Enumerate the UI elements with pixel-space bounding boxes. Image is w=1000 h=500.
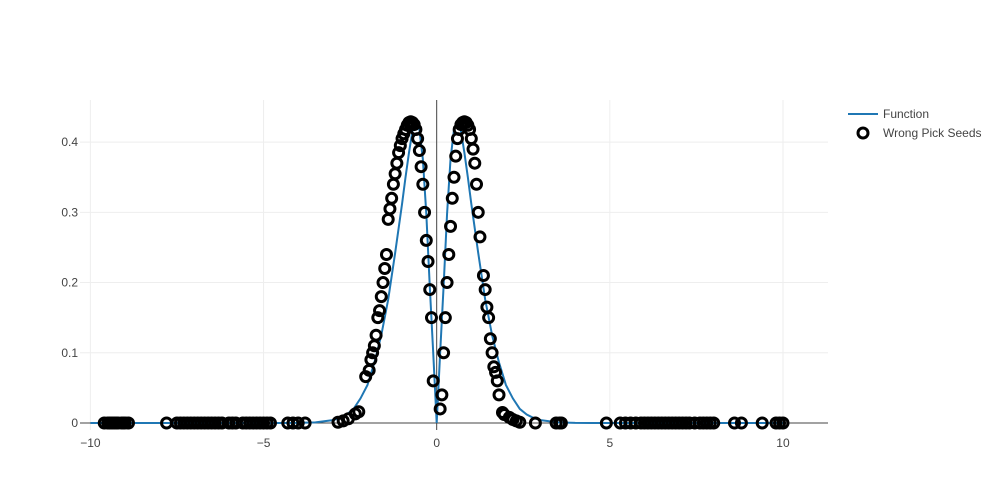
seed-point — [291, 416, 305, 430]
seed-point — [424, 311, 438, 325]
seed-point — [447, 170, 461, 184]
seed-point — [378, 262, 392, 276]
x-tick-label: −5 — [257, 436, 271, 450]
seed-point — [437, 346, 451, 360]
seed-point — [367, 339, 381, 353]
seed-point — [414, 160, 428, 174]
seed-point — [470, 177, 484, 191]
seed-point — [478, 283, 492, 297]
seed-point — [374, 290, 388, 304]
seed-point — [466, 142, 480, 156]
seed-point — [362, 363, 376, 377]
seed-point — [728, 416, 741, 430]
legend[interactable]: Function Wrong Pick Seeds — [848, 107, 982, 140]
seed-point — [755, 416, 769, 430]
seed-point — [433, 402, 447, 416]
seed-point — [473, 230, 487, 244]
seed-point — [445, 191, 459, 205]
seed-point — [379, 247, 393, 261]
seed-point — [468, 156, 482, 170]
seed-point — [421, 254, 435, 268]
seed-point — [383, 202, 397, 216]
y-tick-label: 0.2 — [61, 276, 78, 290]
axis-layer — [80, 100, 828, 430]
seed-point — [412, 144, 426, 158]
tick-layer: −10 −5 0 5 10 0 0.1 0.2 0.3 0.4 — [61, 135, 790, 450]
legend-item[interactable]: Wrong Pick Seeds — [856, 126, 982, 140]
seed-point — [423, 283, 437, 297]
y-tick-label: 0.1 — [61, 346, 78, 360]
seed-point — [528, 416, 542, 430]
seed-point — [393, 139, 407, 153]
seed-point — [369, 328, 383, 342]
legend-marker-swatch — [856, 126, 870, 140]
seed-point — [373, 304, 387, 318]
seed-point — [298, 416, 312, 430]
seed-point — [386, 177, 400, 191]
x-tick-label: 10 — [776, 436, 790, 450]
seed-point — [416, 177, 430, 191]
seed-point — [286, 416, 300, 430]
grid-layer — [80, 100, 828, 430]
seed-point — [554, 416, 568, 430]
seed-point — [707, 416, 721, 430]
seed-point — [388, 167, 402, 181]
seed-point — [492, 388, 506, 402]
y-tick-label: 0.3 — [61, 205, 78, 219]
seed-point — [366, 346, 380, 360]
seed-point — [426, 374, 440, 388]
seed-point — [411, 132, 425, 146]
seed-point — [435, 388, 449, 402]
seed-point — [490, 374, 504, 388]
seed-point — [440, 276, 454, 290]
seed-point — [442, 247, 456, 261]
seed-point — [385, 191, 399, 205]
seed-point — [376, 276, 390, 290]
seed-point — [371, 311, 385, 325]
seed-point — [599, 416, 613, 430]
x-tick-label: 5 — [606, 436, 613, 450]
x-tick-label: −10 — [80, 436, 101, 450]
seed-point — [471, 205, 485, 219]
seed-point — [438, 311, 452, 325]
seed-point — [776, 416, 790, 430]
seed-point — [364, 353, 378, 367]
seed-point — [449, 149, 463, 163]
legend-label: Function — [883, 107, 929, 121]
y-tick-label: 0 — [71, 416, 78, 430]
seed-point — [734, 416, 748, 430]
seed-point — [464, 132, 478, 146]
y-tick-label: 0.4 — [61, 135, 78, 149]
seed-point — [418, 205, 432, 219]
data-layer — [90, 115, 790, 430]
seed-point — [381, 212, 395, 226]
seed-point — [483, 332, 497, 346]
seed-point — [444, 219, 458, 233]
legend-label: Wrong Pick Seeds — [883, 126, 982, 140]
seed-point — [485, 346, 499, 360]
seed-point — [513, 415, 527, 429]
seed-point — [263, 416, 277, 430]
seed-point — [121, 416, 135, 430]
seed-point — [482, 311, 496, 325]
seed-point — [419, 233, 433, 247]
seed-point — [352, 405, 366, 419]
legend-item[interactable]: Function — [848, 107, 929, 121]
seed-point — [392, 146, 406, 160]
seed-point — [476, 269, 490, 283]
x-tick-label: 0 — [433, 436, 440, 450]
seed-point — [390, 156, 404, 170]
